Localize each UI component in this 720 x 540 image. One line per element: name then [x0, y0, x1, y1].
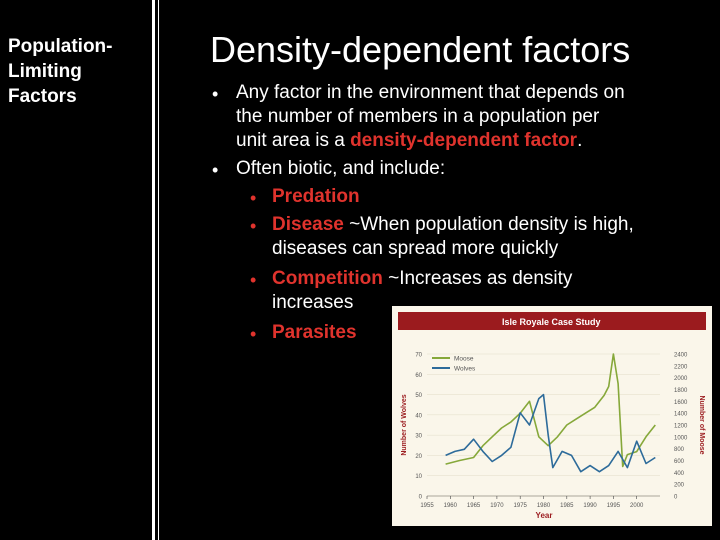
- slide-title: Density-dependent factors: [210, 29, 631, 70]
- legend-label-wolves: Wolves: [454, 366, 476, 373]
- bullet-1-line-2: the number of members in a population pe…: [236, 106, 600, 127]
- disease-item: Disease ~When population density is high…: [272, 214, 634, 236]
- y-right-tick-label: 2400: [674, 353, 688, 359]
- sidebar-panel: Population- Limiting Factors: [0, 0, 150, 540]
- x-tick-label: 2000: [630, 503, 644, 509]
- y-right-tick-label: 1400: [674, 412, 688, 418]
- chart-title-banner: [398, 312, 706, 330]
- y-right-axis-label: Number of Moose: [698, 395, 705, 454]
- y-left-axis-label: Number of Wolves: [401, 394, 408, 455]
- series-line-wolves: [445, 393, 656, 473]
- sub-bullet-marker: •: [250, 324, 257, 344]
- y-left-tick-label: 0: [419, 495, 423, 501]
- divider-line-left: [152, 0, 155, 540]
- bullet-1-line-3: unit area is a density-dependent factor.: [236, 130, 582, 152]
- y-right-tick-label: 200: [674, 483, 685, 489]
- bullet-1-line-1: Any factor in the environment that depen…: [236, 82, 625, 103]
- competition-item: Competition ~Increases as density: [272, 268, 572, 290]
- chart-title: Isle Royale Case Study: [502, 317, 601, 327]
- y-right-tick-label: 1800: [674, 388, 688, 394]
- series-line-moose: [445, 353, 656, 468]
- y-right-tick-label: 400: [674, 471, 685, 477]
- y-left-tick-label: 70: [415, 353, 422, 359]
- y-right-tick-label: 1600: [674, 400, 688, 406]
- x-tick-label: 1965: [467, 503, 481, 509]
- y-left-tick-label: 50: [415, 393, 422, 399]
- bullet-1-period: .: [577, 130, 583, 151]
- y-right-tick-label: 800: [674, 447, 685, 453]
- x-tick-label: 1970: [490, 503, 504, 509]
- x-tick-label: 1955: [420, 503, 434, 509]
- x-tick-label: 1975: [514, 503, 528, 509]
- x-tick-label: 1980: [537, 503, 551, 509]
- density-dependent-term: density-dependent factor: [350, 130, 578, 151]
- disease-term: Disease: [272, 214, 344, 235]
- y-right-tick-label: 600: [674, 459, 685, 465]
- bullet-1-text: unit area is a: [236, 130, 351, 151]
- bullet-marker: •: [212, 160, 219, 180]
- y-left-tick-label: 20: [415, 454, 422, 460]
- x-tick-label: 1995: [607, 503, 621, 509]
- y-right-tick-label: 2200: [674, 364, 688, 370]
- bullet-2-text: Often biotic, and include:: [236, 158, 446, 179]
- y-left-tick-label: 60: [415, 373, 422, 379]
- y-right-tick-label: 1000: [674, 435, 688, 441]
- divider-line-right: [158, 0, 159, 540]
- competition-term: Competition: [272, 268, 383, 289]
- y-right-tick-label: 2000: [674, 376, 688, 382]
- x-tick-label: 1985: [560, 503, 574, 509]
- isle-royale-chart: Isle Royale Case Study 0 10 20 30 40 50 60 70 0 20…: [392, 306, 712, 526]
- x-tick-label: 1990: [583, 503, 597, 509]
- disease-description-line-2: diseases can spread more quickly: [272, 238, 559, 259]
- y-left-tick-label: 30: [415, 434, 422, 440]
- competition-description-line-2: increases: [272, 292, 354, 313]
- predation-item: Predation: [272, 186, 360, 207]
- bullet-marker: •: [212, 84, 219, 104]
- x-tick-label: 1960: [444, 503, 458, 509]
- sidebar-title: Population- Limiting Factors: [8, 36, 113, 107]
- sub-bullet-marker: •: [250, 270, 257, 290]
- y-right-tick-label: 0: [674, 495, 678, 501]
- sub-bullet-marker: •: [250, 216, 257, 236]
- chart-canvas: Isle Royale Case Study 0 10 20 30 40 50 60 70 0 20…: [398, 312, 706, 520]
- disease-description: ~When population density is high,: [343, 214, 634, 235]
- x-axis-label: Year: [536, 511, 553, 520]
- sub-bullet-marker: •: [250, 188, 257, 208]
- y-right-tick-label: 1200: [674, 424, 688, 430]
- y-left-tick-label: 40: [415, 413, 422, 419]
- legend-label-moose: Moose: [454, 356, 474, 363]
- y-left-tick-label: 10: [415, 474, 422, 480]
- competition-description: ~Increases as density: [382, 268, 573, 289]
- parasites-item: Parasites: [272, 322, 357, 343]
